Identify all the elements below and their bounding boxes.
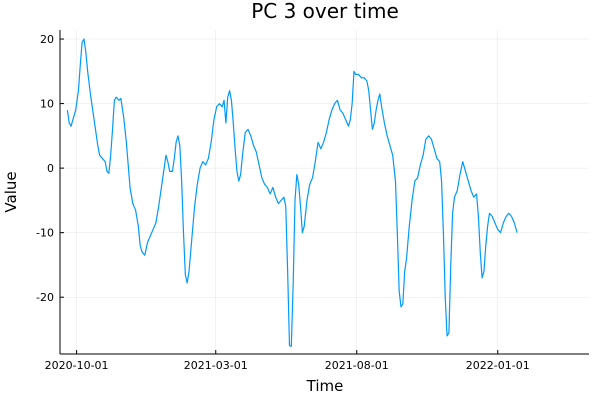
series-line [66,38,518,347]
y-tick-label: 10 [40,98,54,111]
series-layer [66,38,518,347]
y-tick-label: -20 [36,291,54,304]
y-tick-label: 20 [40,33,54,46]
tick-labels: 2020-10-01 2021-03-01 2021-08-01 2022-01-01… [36,33,530,372]
axes [59,30,589,355]
x-tick-label: 2021-08-01 [325,359,389,372]
grid-lines [60,30,589,354]
x-tick-label: 2021-03-01 [184,359,248,372]
y-tick-label: -10 [36,227,54,240]
chart-title: PC 3 over time [251,0,399,23]
y-axis-label: Value [2,171,20,212]
x-axis-label: Time [306,377,344,395]
x-tick-label: 2020-10-01 [45,359,109,372]
y-tick-label: 0 [47,162,54,175]
x-tick-label: 2022-01-01 [466,359,530,372]
